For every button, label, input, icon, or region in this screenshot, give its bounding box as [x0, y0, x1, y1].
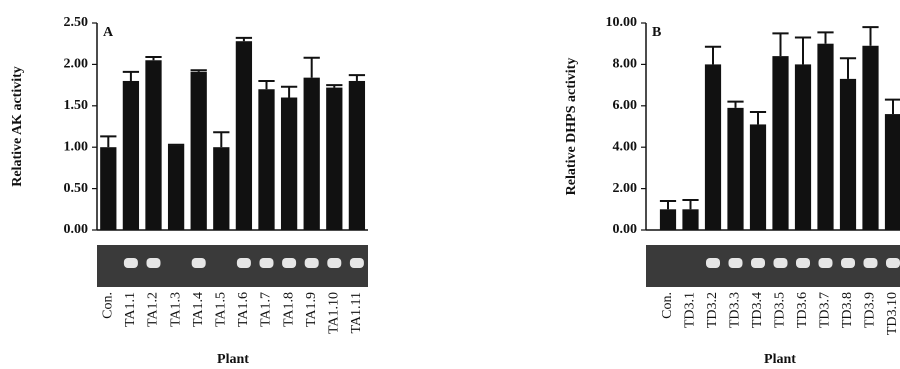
- bar: [145, 60, 161, 230]
- bar: [213, 147, 229, 230]
- gel-band: [796, 258, 810, 268]
- gel-image: [646, 245, 900, 287]
- bar: [660, 209, 676, 230]
- y-tick-label: 0.00: [64, 222, 89, 237]
- x-tick-label: Con.: [101, 292, 116, 319]
- gel-band: [192, 258, 206, 268]
- gel-band: [124, 258, 138, 268]
- y-tick-label: 0.50: [64, 181, 89, 196]
- bar: [817, 44, 833, 230]
- x-tick-label: TD3.4: [750, 292, 765, 328]
- x-tick-label: TA1.11: [349, 292, 364, 334]
- x-tick-label: TD3.1: [683, 292, 698, 328]
- bar: [123, 81, 139, 230]
- bar: [304, 78, 320, 230]
- x-axis-label: Plant: [217, 352, 249, 367]
- x-axis-label: Plant: [764, 352, 796, 367]
- y-tick-label: 2.50: [64, 15, 89, 30]
- x-tick-label: TD3.10: [885, 292, 900, 335]
- x-tick-label: TD3.7: [818, 292, 833, 328]
- y-tick-label: 0.00: [613, 222, 638, 237]
- figure: 0.00 0.50 1.00 1.50 2.00 2.50 A Relative AK act…: [0, 0, 900, 369]
- bar: [795, 64, 811, 230]
- y-tick-label: 1.00: [64, 139, 89, 154]
- bar: [258, 89, 274, 230]
- x-tick-label: TD3.6: [795, 292, 810, 328]
- bar: [682, 209, 698, 230]
- gel-band: [841, 258, 855, 268]
- gel-band: [729, 258, 743, 268]
- gel-band: [260, 258, 274, 268]
- x-tick-label: TA1.10: [327, 292, 342, 334]
- gel-band: [282, 258, 296, 268]
- x-tick-label: TD3.3: [728, 292, 743, 328]
- gel-band: [237, 258, 251, 268]
- bar: [772, 56, 788, 230]
- bar: [236, 41, 252, 230]
- gel-band: [751, 258, 765, 268]
- y-tick-label: 10.00: [606, 15, 638, 30]
- gel-band: [327, 258, 341, 268]
- bar: [750, 124, 766, 230]
- x-tick-label: TA1.3: [168, 292, 183, 327]
- x-tick-label: TD3.8: [840, 292, 855, 328]
- bar: [705, 64, 721, 230]
- bar: [349, 81, 365, 230]
- bar: [840, 79, 856, 230]
- y-tick-label: 2.00: [613, 181, 638, 196]
- y-tick-label: 4.00: [613, 139, 638, 154]
- gel-band: [864, 258, 878, 268]
- bar: [100, 147, 116, 230]
- gel-band: [886, 258, 900, 268]
- bar: [727, 108, 743, 230]
- y-tick-label: 6.00: [613, 98, 638, 113]
- x-tick-label: TA1.1: [123, 292, 138, 327]
- x-tick-label: TD3.9: [863, 292, 878, 328]
- gel-image: [97, 245, 368, 287]
- bar: [885, 114, 900, 230]
- y-axis-label: Relative AK activity: [10, 66, 25, 187]
- gel-band: [706, 258, 720, 268]
- x-tick-label: TD3.5: [773, 292, 788, 328]
- gel-band: [774, 258, 788, 268]
- x-tick-label: TA1.4: [191, 292, 206, 327]
- x-tick-label: TA1.9: [304, 292, 319, 327]
- y-tick-label: 2.00: [64, 57, 89, 72]
- bar: [862, 46, 878, 230]
- y-axis-label: Relative DHPS activity: [564, 58, 579, 196]
- bar: [168, 146, 184, 230]
- gel-band: [350, 258, 364, 268]
- panel-label: B: [652, 25, 661, 40]
- y-tick-label: 8.00: [613, 57, 638, 72]
- gel-band: [819, 258, 833, 268]
- panel-label: A: [103, 25, 114, 40]
- x-tick-label: TA1.6: [236, 292, 251, 327]
- gel-band: [147, 258, 161, 268]
- y-tick-label: 1.50: [64, 98, 89, 113]
- x-tick-label: TA1.7: [259, 292, 274, 327]
- x-tick-label: Con.: [660, 292, 675, 319]
- x-tick-label: TA1.8: [281, 292, 296, 327]
- bar: [281, 98, 297, 230]
- x-tick-label: TD3.2: [705, 292, 720, 328]
- bar: [191, 72, 207, 230]
- x-tick-label: TA1.5: [214, 292, 229, 327]
- bar: [326, 88, 342, 230]
- x-tick-label: TA1.2: [146, 292, 161, 327]
- gel-band: [305, 258, 319, 268]
